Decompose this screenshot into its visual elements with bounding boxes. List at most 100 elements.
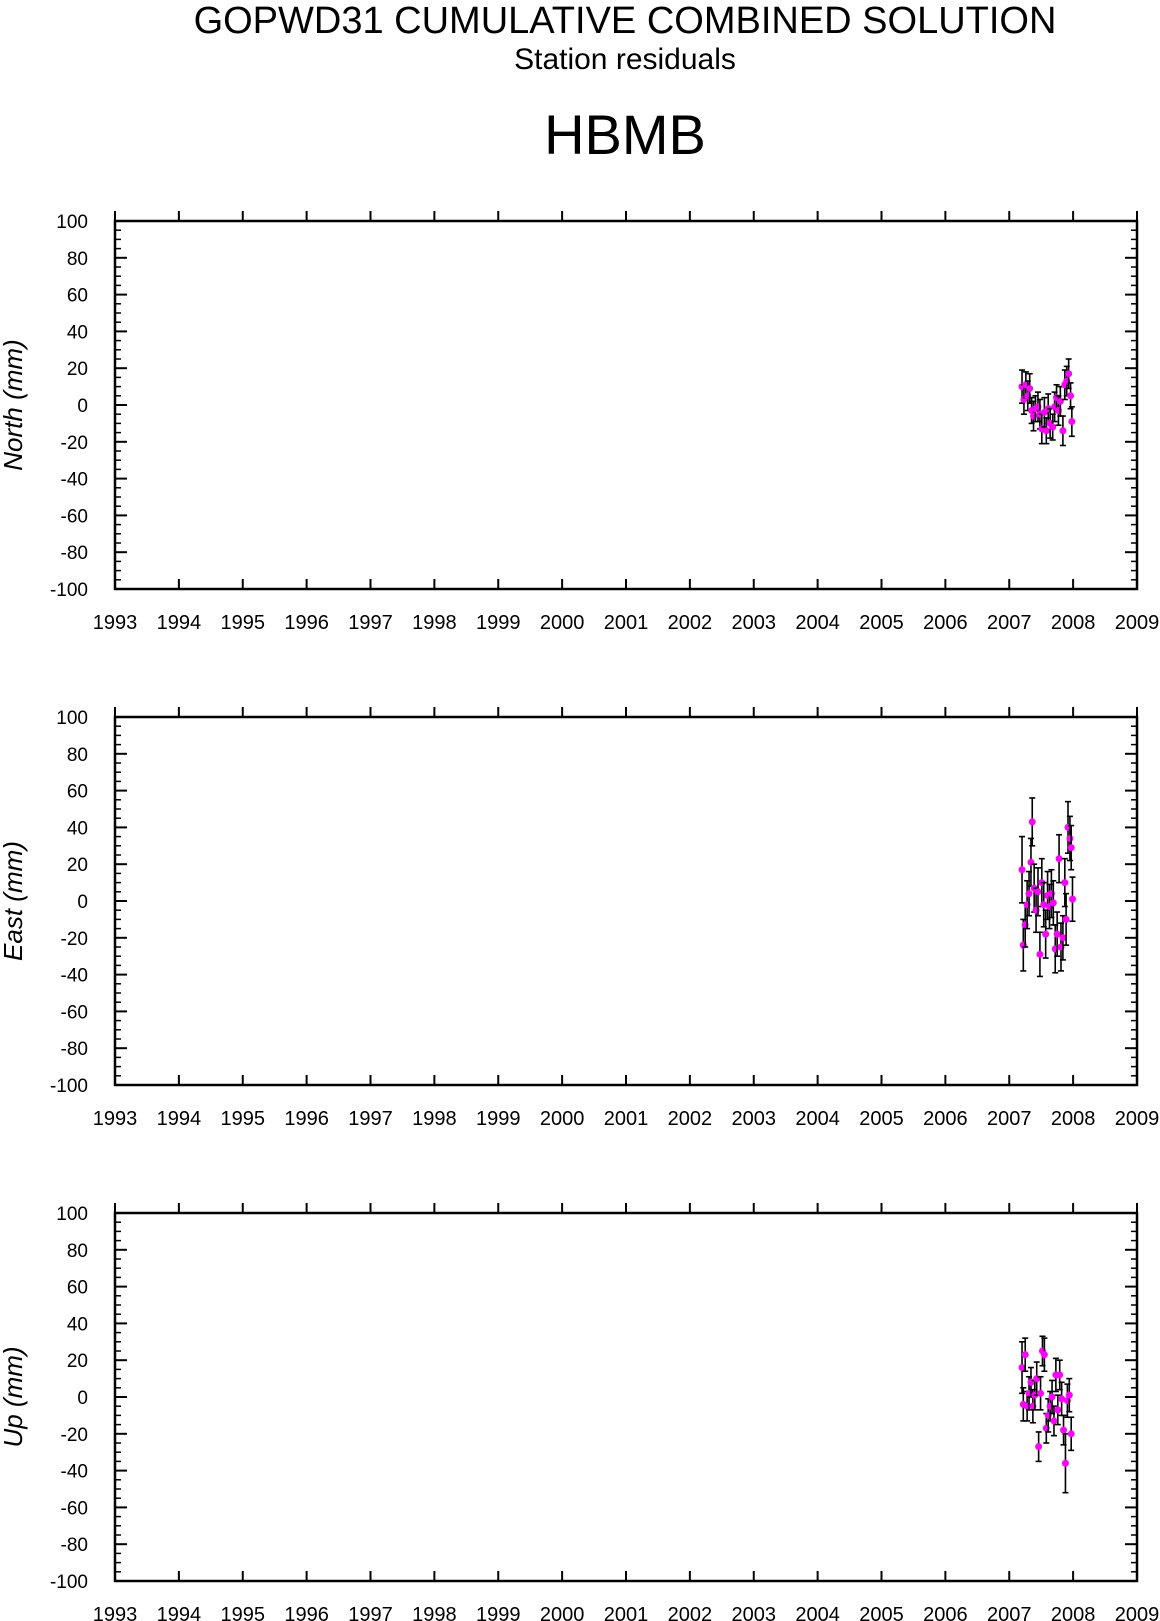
x-tick-label: 2004 [795, 1604, 840, 1621]
data-point [1049, 899, 1057, 907]
panel-1: 1993 1994 1995 1996 1997 1998 1999 2000 2001 2002… [0, 707, 1159, 1130]
x-tick-label: 1999 [476, 1604, 521, 1621]
data-point [1025, 890, 1033, 898]
x-tick-label: 1993 [93, 1108, 138, 1130]
x-tick-label: 2003 [732, 1108, 777, 1130]
y-tick-label: 0 [77, 892, 88, 913]
y-tick-label: 40 [67, 322, 88, 343]
data-point [1049, 423, 1057, 431]
x-tick-label: 1995 [221, 1604, 266, 1621]
data-point [1055, 855, 1063, 863]
x-tick-label: 2002 [668, 1108, 713, 1130]
y-tick-label: 100 [56, 1204, 88, 1225]
x-tick-label: 1995 [221, 612, 266, 634]
x-tick-label: 2007 [987, 1108, 1032, 1130]
x-tick-label: 2006 [923, 1604, 968, 1621]
x-tick-label: 2004 [795, 612, 840, 634]
data-point [1062, 915, 1070, 923]
x-tick-label: 1999 [476, 612, 521, 634]
y-tick-label: -60 [61, 1498, 88, 1519]
x-tick-label: 2002 [668, 612, 713, 634]
data-point [1061, 879, 1069, 887]
data-point [1034, 888, 1042, 896]
data-point [1040, 901, 1048, 909]
x-tick-label: 2000 [540, 1108, 585, 1130]
y-tick-label: 100 [56, 708, 88, 729]
data-point [1035, 1443, 1043, 1451]
x-tick-label: 2000 [540, 1604, 585, 1621]
x-tick-label: 2002 [668, 1604, 713, 1621]
x-tick-label: 2006 [923, 612, 968, 634]
y-axis-label: North (mm) [0, 339, 28, 470]
y-tick-label: -100 [50, 1572, 88, 1593]
figure-subtitle: Station residuals [514, 43, 736, 76]
y-tick-label: -100 [50, 1076, 88, 1097]
plot-frame [113, 219, 1139, 591]
x-tick-label: 2000 [540, 612, 585, 634]
x-tick-label: 2009 [1115, 1604, 1160, 1621]
data-point [1067, 844, 1075, 852]
y-tick-label: 80 [67, 249, 88, 270]
y-tick-label: -40 [61, 966, 88, 987]
data-point [1053, 930, 1061, 938]
data-point [1059, 427, 1067, 435]
x-tick-label: 1998 [412, 612, 457, 634]
station-name: HBMB [544, 103, 706, 166]
data-point [1028, 818, 1036, 826]
y-tick-label: -40 [61, 470, 88, 491]
data-point [1067, 392, 1075, 400]
data-point [1066, 834, 1074, 842]
x-tick-label: 2005 [859, 1108, 904, 1130]
y-tick-label: 60 [67, 1278, 88, 1299]
data-point [1018, 866, 1026, 874]
y-tick-label: 60 [67, 286, 88, 307]
y-tick-label: 60 [67, 782, 88, 803]
x-tick-label: 2003 [732, 612, 777, 634]
data-point [1065, 1391, 1073, 1399]
x-tick-label: 2009 [1115, 1108, 1160, 1130]
figure-title: GOPWD31 CUMULATIVE COMBINED SOLUTION [193, 0, 1057, 42]
y-tick-label: 80 [67, 1241, 88, 1262]
y-tick-label: -60 [61, 506, 88, 527]
data-point [1068, 895, 1076, 903]
x-tick-label: 2001 [604, 1108, 649, 1130]
panel-2: 1993 1994 1995 1996 1997 1998 1999 2000 2001 2002… [0, 1203, 1159, 1621]
plot-frame [113, 1211, 1139, 1583]
y-tick-label: 20 [67, 855, 88, 876]
data-point [1040, 1351, 1048, 1359]
x-tick-label: 2007 [987, 1604, 1032, 1621]
x-tick-label: 2007 [987, 612, 1032, 634]
x-tick-label: 1993 [93, 1604, 138, 1621]
data-point [1021, 1351, 1029, 1359]
data-point [1037, 1389, 1045, 1397]
y-tick-label: 40 [67, 818, 88, 839]
x-tick-label: 2006 [923, 1108, 968, 1130]
x-tick-label: 2005 [859, 612, 904, 634]
data-point [1067, 1430, 1075, 1438]
y-tick-label: -80 [61, 543, 88, 564]
y-axis-label: Up (mm) [0, 1346, 28, 1447]
data-point [1056, 1371, 1064, 1379]
y-tick-label: -20 [61, 433, 88, 454]
x-tick-label: 1994 [157, 1604, 202, 1621]
x-tick-label: 2004 [795, 1108, 840, 1130]
x-tick-label: 2003 [732, 1604, 777, 1621]
data-point [1050, 1417, 1058, 1425]
x-tick-label: 2005 [859, 1604, 904, 1621]
y-tick-label: -80 [61, 1039, 88, 1060]
y-tick-label: -40 [61, 1462, 88, 1483]
x-tick-label: 2001 [604, 1604, 649, 1621]
data-point [1058, 1395, 1066, 1403]
x-tick-label: 1993 [93, 612, 138, 634]
data-point [1018, 1364, 1026, 1372]
y-tick-label: 0 [77, 1388, 88, 1409]
data-point [1059, 934, 1067, 942]
data-point [1036, 950, 1044, 958]
plot-frame [113, 715, 1139, 1087]
x-tick-label: 1996 [284, 1108, 329, 1130]
x-tick-label: 1994 [157, 612, 202, 634]
data-point [1042, 930, 1050, 938]
x-tick-label: 1998 [412, 1108, 457, 1130]
panel-0: 1993 1994 1995 1996 1997 1998 1999 2000 2001 2002… [0, 211, 1159, 634]
